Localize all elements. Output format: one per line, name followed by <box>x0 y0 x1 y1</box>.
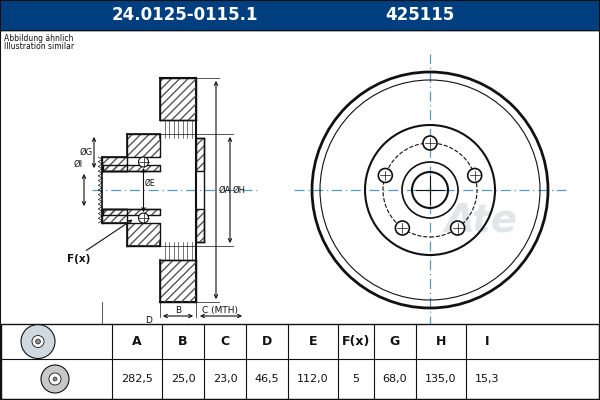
Text: ØG: ØG <box>80 148 93 157</box>
Text: 135,0: 135,0 <box>425 374 457 384</box>
Text: B: B <box>178 335 188 348</box>
Circle shape <box>139 157 149 167</box>
Text: C: C <box>220 335 230 348</box>
Text: A: A <box>132 335 142 348</box>
Text: D: D <box>262 335 272 348</box>
Text: Ate: Ate <box>445 201 518 239</box>
Bar <box>1 324 599 399</box>
Text: ØA: ØA <box>219 186 232 194</box>
Text: B: B <box>175 306 181 315</box>
Text: 282,5: 282,5 <box>121 374 153 384</box>
Circle shape <box>32 336 44 348</box>
Text: Abbildung ähnlich: Abbildung ähnlich <box>4 34 73 43</box>
Circle shape <box>423 136 437 150</box>
Circle shape <box>21 324 55 358</box>
Circle shape <box>467 168 482 182</box>
Circle shape <box>451 221 464 235</box>
Text: F(x): F(x) <box>67 254 91 264</box>
Text: 5: 5 <box>353 374 359 384</box>
Circle shape <box>53 377 57 381</box>
Bar <box>1 32 599 324</box>
Text: 25,0: 25,0 <box>170 374 196 384</box>
Text: Illustration similar: Illustration similar <box>4 42 74 51</box>
Text: ØI: ØI <box>74 160 83 169</box>
Bar <box>0 0 600 30</box>
Circle shape <box>379 168 392 182</box>
Text: I: I <box>485 335 490 348</box>
Text: 15,3: 15,3 <box>475 374 500 384</box>
Text: ØE: ØE <box>145 179 155 188</box>
Circle shape <box>395 221 409 235</box>
Text: 425115: 425115 <box>385 6 455 24</box>
Text: G: G <box>390 335 400 348</box>
Text: C (MTH): C (MTH) <box>203 306 239 315</box>
Text: D: D <box>146 316 152 325</box>
Text: 24.0125-0115.1: 24.0125-0115.1 <box>112 6 258 24</box>
Circle shape <box>49 373 61 385</box>
Text: E: E <box>309 335 317 348</box>
Text: 112,0: 112,0 <box>297 374 329 384</box>
Circle shape <box>35 339 41 344</box>
Text: ØH: ØH <box>233 186 246 194</box>
Text: F(x): F(x) <box>342 335 370 348</box>
Circle shape <box>41 365 69 393</box>
Text: 46,5: 46,5 <box>254 374 280 384</box>
Text: 68,0: 68,0 <box>383 374 407 384</box>
Text: H: H <box>436 335 446 348</box>
Circle shape <box>139 213 149 223</box>
Text: 23,0: 23,0 <box>212 374 238 384</box>
